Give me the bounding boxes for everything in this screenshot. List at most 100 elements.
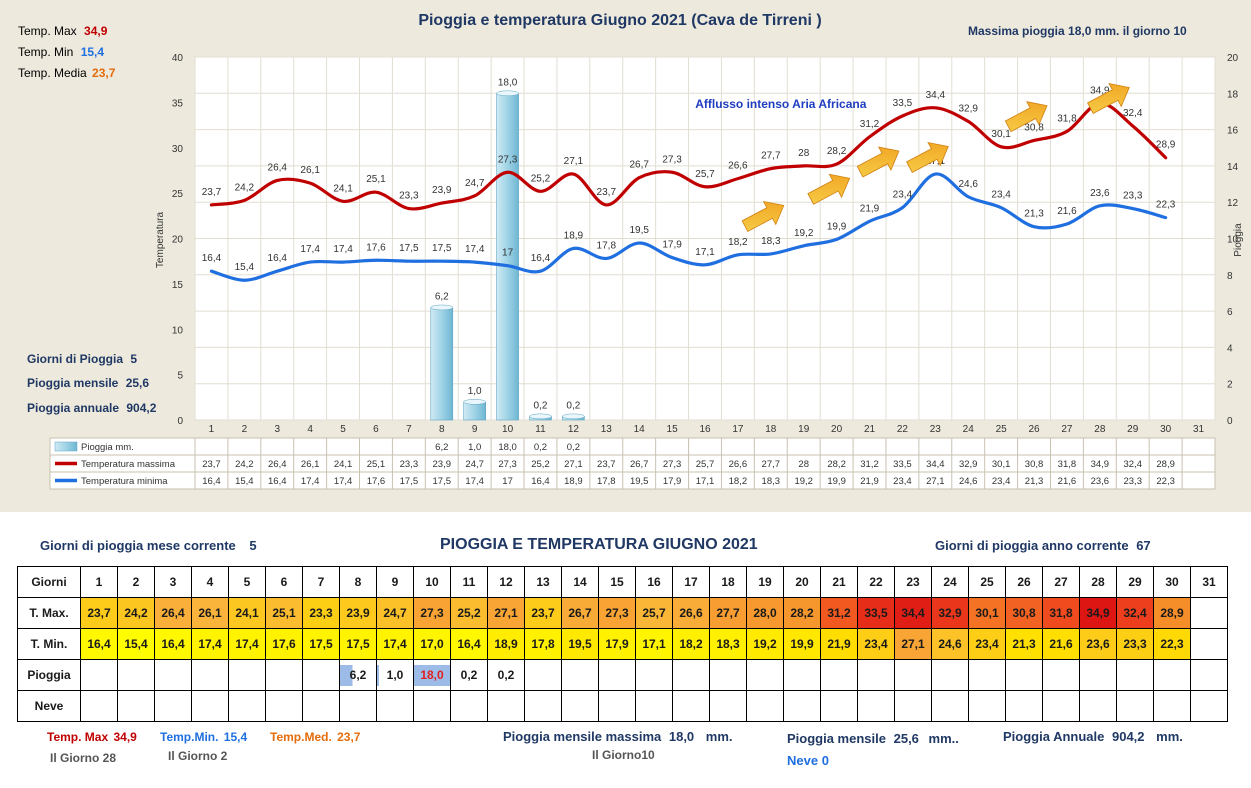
table-cell: 17,4 <box>376 628 414 660</box>
y2-tick-label: 12 <box>1227 198 1239 209</box>
table-cell <box>228 690 266 722</box>
legend-cell-value: 27,7 <box>762 459 781 470</box>
table-row-tmin: T. Min. 16,4 15,4 16,4 17,4 17,4 17,6 17,5 17,5 1… <box>17 628 1228 660</box>
table-cell: 23,7 <box>524 597 562 629</box>
tmax-point-label: 26,1 <box>300 165 320 176</box>
table-cell <box>857 690 895 722</box>
x-tick-label: 10 <box>502 424 514 435</box>
chart-panel: 0 5 10 15 20 25 30 35 40 0 2 4 6 8 10 12 14 16 18 20 Tempera… <box>0 0 1251 512</box>
legend-cell-value: 27,1 <box>926 476 945 487</box>
table-cell <box>968 690 1006 722</box>
footer-tmax-label: Temp. Max <box>47 730 109 744</box>
tmin-point-label: 21,3 <box>1024 209 1044 220</box>
table-cell: 33,5 <box>857 597 895 629</box>
table-cell <box>968 659 1006 691</box>
tmin-point-label: 18,3 <box>761 236 781 247</box>
africa-arrow-icon <box>807 173 851 205</box>
tmin-point-label: 18,2 <box>728 237 748 248</box>
tmax-point-label: 26,7 <box>629 160 649 171</box>
tmin-point-label: 19,5 <box>629 225 649 236</box>
legend-swatch-rain <box>54 441 78 452</box>
y-tick-label: 15 <box>172 280 184 291</box>
legend-cell-value: 15,4 <box>235 476 254 487</box>
table-cell: 34,9 <box>1079 597 1117 629</box>
footer-rain-max-label: Pioggia mensile massima <box>503 729 662 744</box>
tmax-point-label: 28 <box>798 148 810 159</box>
arrow-shape <box>1087 82 1130 115</box>
table-cell <box>302 659 340 691</box>
tmax-point-label: 31,2 <box>860 119 880 130</box>
rain-bar-top <box>562 413 585 420</box>
tmin-point-label: 23,3 <box>1123 191 1143 202</box>
x-tick-label: 7 <box>406 424 412 435</box>
table-cell <box>1190 659 1228 691</box>
africa-arrow-icon <box>741 200 785 232</box>
x-tick-label: 22 <box>897 424 909 435</box>
rain-month-summary-label: Pioggia mensile <box>27 376 119 390</box>
tmax-point-label: 24,1 <box>333 183 353 194</box>
rain-days-month-label: Giorni di pioggia mese corrente <box>40 538 236 553</box>
legend-cell-value: 30,8 <box>1025 459 1044 470</box>
footer-rain-year-label: Pioggia Annuale <box>1003 729 1105 744</box>
table-cell <box>635 690 673 722</box>
tmax-point-label: 27,3 <box>498 154 518 165</box>
table-cell <box>783 690 821 722</box>
tmax-summary-label: Temp. Max <box>18 24 77 38</box>
table-cell: 28,9 <box>1153 597 1191 629</box>
legend-cell-value: 22,3 <box>1156 476 1175 487</box>
legend-cell-value: 0,2 <box>567 442 580 453</box>
tmin-point-label: 21,9 <box>860 203 880 214</box>
table-cell <box>228 659 266 691</box>
legend-cell-value: 1,0 <box>468 442 481 453</box>
table-cell <box>857 659 895 691</box>
table-cell: 4 <box>191 566 229 598</box>
table-cell <box>524 690 562 722</box>
table-cell: 25,1 <box>265 597 303 629</box>
legend-series-name: Temperatura massima <box>81 459 176 470</box>
y-tick-label: 30 <box>172 144 184 155</box>
legend-cell-value: 26,4 <box>268 459 287 470</box>
legend-cell-value: 23,4 <box>992 476 1011 487</box>
legend-cell-value: 24,7 <box>465 459 484 470</box>
table-cell: 14 <box>561 566 599 598</box>
table-cell: 5 <box>228 566 266 598</box>
legend-cell-value: 21,3 <box>1025 476 1044 487</box>
tmin-point-label: 16,4 <box>531 253 551 264</box>
footer-rain-max-unit: mm. <box>705 729 733 744</box>
table-cell <box>672 690 710 722</box>
table-cell: 32,4 <box>1116 597 1154 629</box>
table-cell: 19,5 <box>561 628 599 660</box>
table-cell: 23 <box>894 566 932 598</box>
tmin-line <box>209 172 1168 282</box>
tmin-point-label: 17,4 <box>465 244 485 255</box>
y2-tick-label: 2 <box>1227 380 1233 391</box>
legend-cell-value: 6,2 <box>435 442 448 453</box>
tmin-point-label: 23,4 <box>893 190 913 201</box>
table-cell: 23,3 <box>302 597 340 629</box>
tmax-point-label: 32,4 <box>1123 108 1143 119</box>
africa-arrow-icon <box>1087 82 1130 115</box>
rain-days-summary-value: 5 <box>130 352 138 366</box>
table-cell: 18,2 <box>672 628 710 660</box>
table-cell <box>598 690 636 722</box>
table-cell: 17,4 <box>228 628 266 660</box>
tmax-point-label: 26,4 <box>268 162 288 173</box>
arrow-shape <box>807 173 851 205</box>
tmin-point-label: 15,4 <box>235 262 255 273</box>
table-cell: 0,2 <box>487 659 525 691</box>
x-tick-label: 25 <box>996 424 1008 435</box>
legend-cell-value: 18,2 <box>729 476 748 487</box>
table-cell <box>820 659 858 691</box>
table-cell <box>450 690 488 722</box>
rain-days-year-value: 67 <box>1136 538 1151 553</box>
table-cell: 27,1 <box>894 628 932 660</box>
rain-bar-label: 1,0 <box>468 386 482 397</box>
table-cell: 7 <box>302 566 340 598</box>
table-cell <box>746 659 784 691</box>
x-tick-label: 9 <box>472 424 478 435</box>
arrow-shape <box>856 146 900 178</box>
footer-rain-max-day: Il Giorno10 <box>592 748 655 762</box>
africa-arrow-icon <box>856 146 900 178</box>
table-cell: 19,2 <box>746 628 784 660</box>
table-cell: 26,4 <box>154 597 192 629</box>
